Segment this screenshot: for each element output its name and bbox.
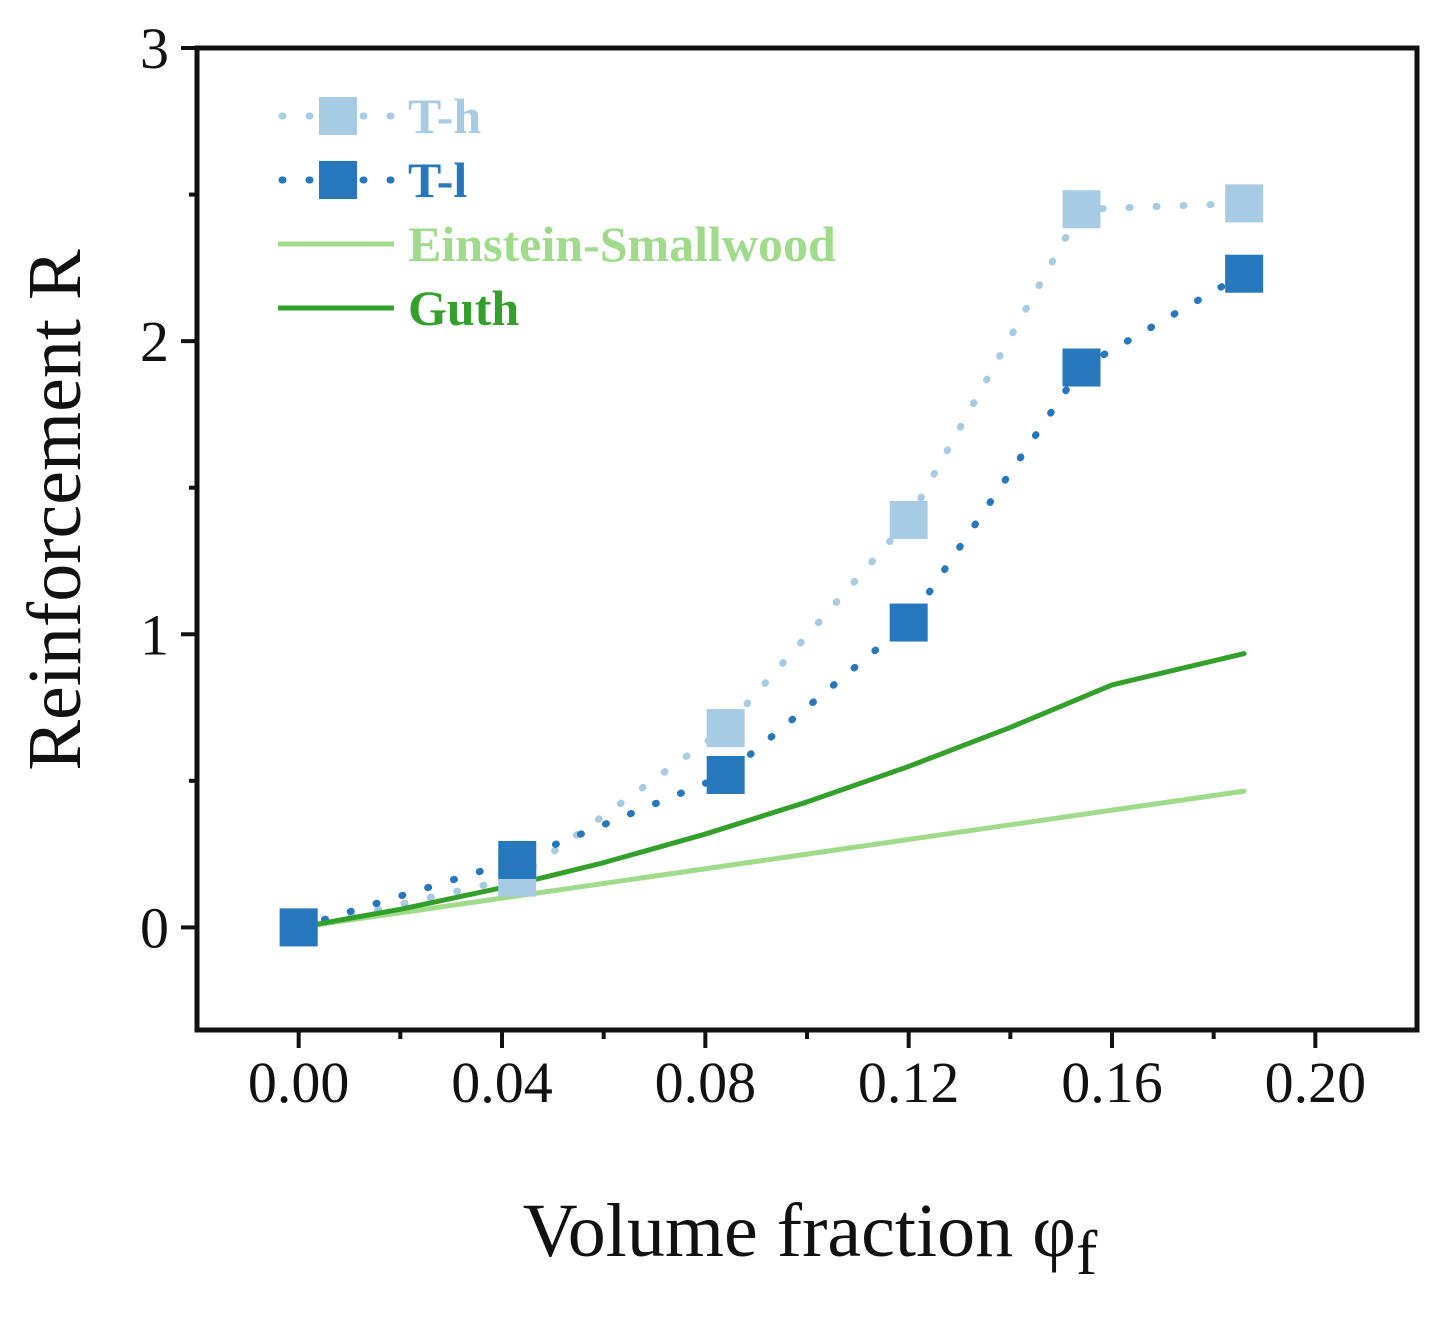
y-tick-label: 2: [140, 309, 169, 374]
legend: T-h T-l Einstein-Smallwood Guth: [278, 88, 836, 336]
x-tick-label: 0.12: [858, 1050, 960, 1115]
series-line-t-h: [295, 199, 1248, 931]
data-point-t-l: [889, 603, 928, 642]
y-tick-label: 0: [140, 895, 169, 960]
series-line-einstein-smallwood: [296, 788, 1247, 930]
data-point-t-l: [498, 840, 537, 879]
data-point-t-h: [706, 709, 745, 748]
x-tick-label: 0.20: [1265, 1050, 1367, 1115]
x-tick-label: 0.16: [1061, 1050, 1163, 1115]
data-point-t-h: [1062, 190, 1101, 229]
data-point-t-l: [279, 908, 318, 947]
series-layer: [295, 199, 1248, 931]
data-point-t-h: [889, 500, 928, 539]
data-point-t-l: [706, 755, 745, 794]
x-tick-label: 0.04: [451, 1050, 553, 1115]
marker-layer: [279, 184, 1264, 947]
x-axis-title-main: Volume fraction φ: [523, 1189, 1076, 1273]
x-axis-title-subscript: f: [1076, 1217, 1098, 1288]
data-point-t-l: [1225, 254, 1264, 293]
series-line-t-l: [295, 270, 1248, 931]
x-tick-label: 0.00: [248, 1050, 350, 1115]
y-axis-title: Reinforcement R: [13, 249, 97, 771]
legend-label: T-l: [408, 152, 467, 208]
x-axis-title: Volume fraction φf: [523, 1189, 1098, 1288]
legend-label: Guth: [408, 280, 519, 336]
series-line-guth: [296, 651, 1247, 930]
tick-layer: 0.00 0.04 0.08 0.12 0.16 0.20 0 1 2 3: [140, 16, 1366, 1115]
y-tick-label: 3: [140, 16, 169, 81]
x-tick-label: 0.08: [655, 1050, 757, 1115]
legend-label: T-h: [408, 88, 481, 144]
data-point-t-h: [1225, 184, 1264, 223]
data-point-t-l: [1062, 348, 1101, 387]
y-tick-label: 1: [140, 602, 169, 667]
legend-label: Einstein-Smallwood: [408, 216, 836, 272]
legend-marker: [319, 161, 357, 199]
legend-marker: [319, 97, 357, 135]
